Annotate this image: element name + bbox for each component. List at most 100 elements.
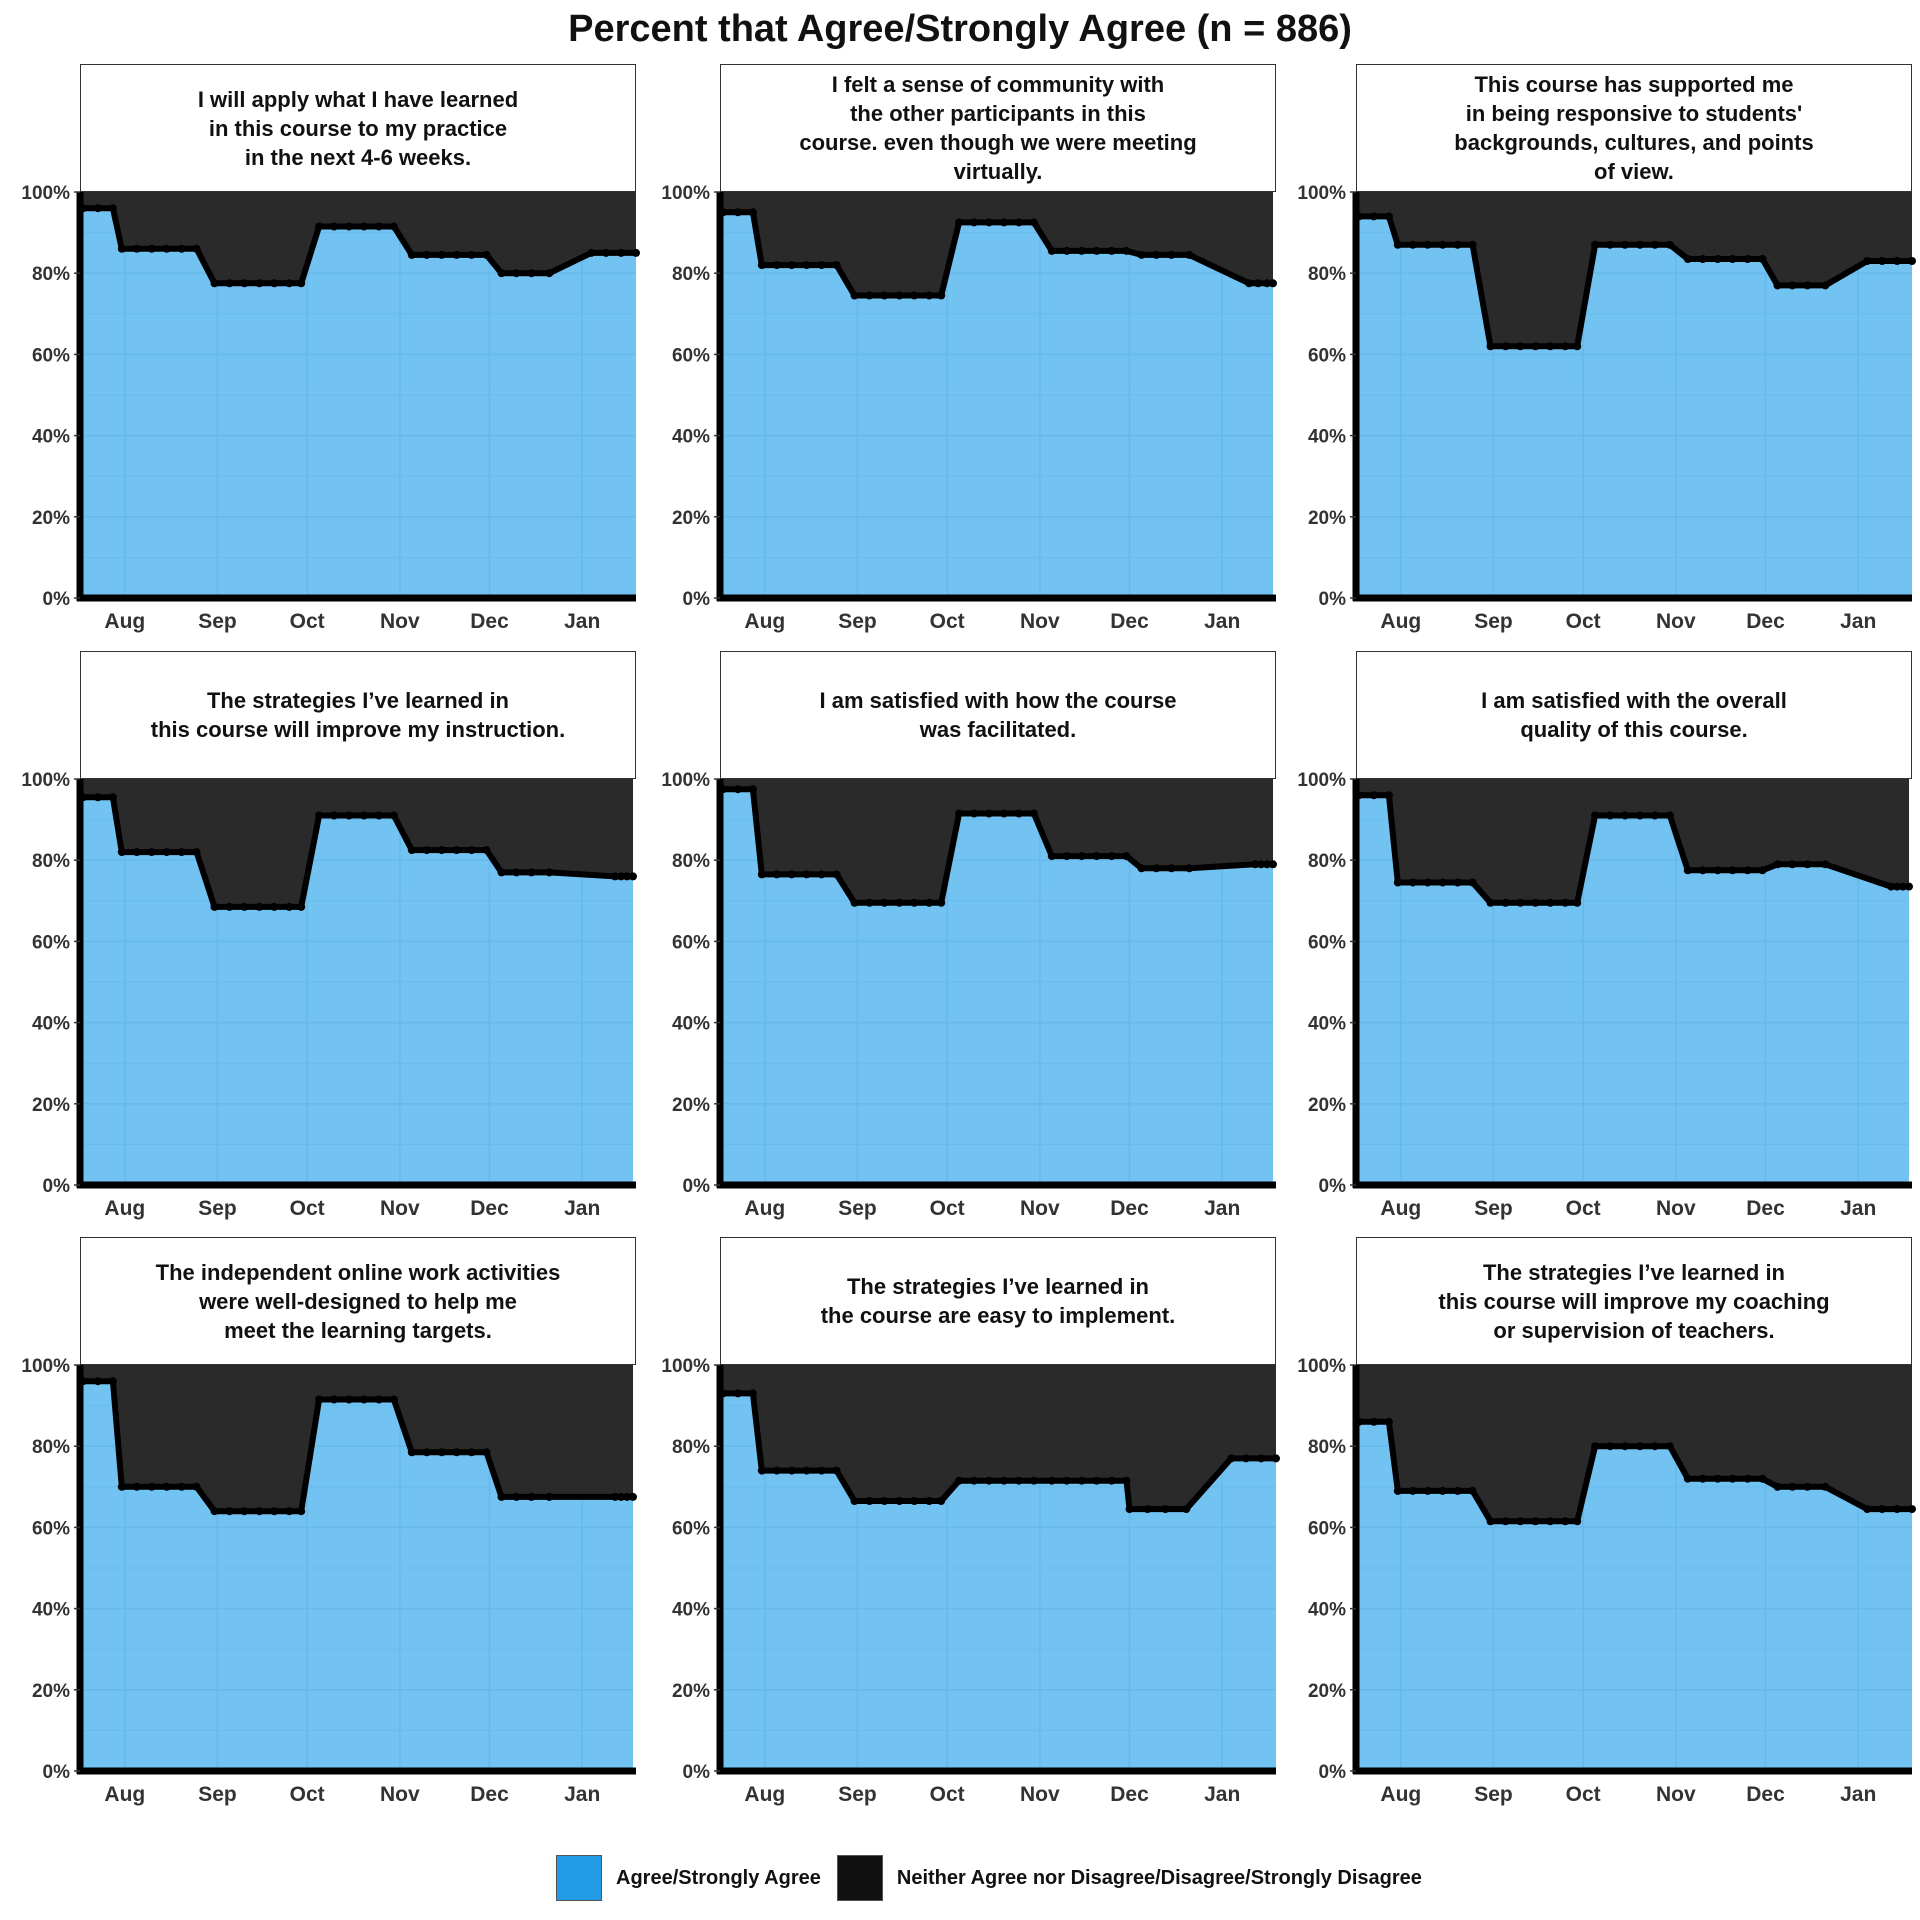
data-point [985, 1476, 993, 1485]
data-point [1167, 864, 1176, 873]
data-point [1728, 866, 1737, 875]
data-point [1468, 878, 1477, 887]
y-tick-label: 20% [1308, 508, 1346, 529]
data-point [177, 1482, 186, 1491]
data-point [482, 250, 491, 259]
data-point [482, 1448, 491, 1457]
x-tick-label: Nov [1656, 1783, 1696, 1806]
data-point [1438, 240, 1447, 249]
facet-title: The independent online work activities w… [80, 1237, 636, 1365]
data-point [787, 870, 796, 879]
y-tick-label: 100% [21, 183, 70, 204]
data-point [330, 1395, 339, 1404]
data-point [210, 1507, 219, 1516]
data-point [1167, 250, 1176, 259]
data-point [1000, 218, 1008, 227]
data-point [1728, 255, 1737, 263]
legend: Agree/Strongly Agree Neither Agree nor D… [556, 1854, 1438, 1902]
data-point [1773, 860, 1782, 869]
x-tick-label: Sep [198, 1197, 237, 1220]
data-point [270, 1507, 279, 1516]
data-point [407, 250, 416, 259]
y-tick-label: 0% [43, 1176, 71, 1197]
x-tick-label: Sep [198, 1783, 237, 1806]
data-point [1561, 898, 1570, 907]
data-point [748, 208, 757, 217]
data-point [1029, 218, 1038, 227]
data-point [970, 218, 979, 227]
data-point [1047, 1476, 1056, 1485]
data-point [1438, 1486, 1447, 1495]
data-point [587, 248, 596, 257]
facet-panel: I am satisfied with how the course was f… [661, 651, 1277, 1220]
x-tick-label: Dec [1746, 1197, 1785, 1220]
data-point [1573, 1517, 1582, 1526]
data-point [1893, 882, 1902, 891]
data-point [1743, 1474, 1752, 1483]
x-tick-label: Jan [564, 1783, 600, 1806]
data-point [93, 1377, 102, 1386]
y-tick-label: 40% [32, 427, 70, 448]
data-point [192, 244, 201, 253]
data-point [817, 261, 826, 270]
area-plot: 0% 20% 40% 60% 80% 100% Aug Sep Oct Nov Dec Jan [661, 770, 1277, 1220]
data-point [748, 785, 757, 794]
data-point [407, 846, 416, 855]
x-tick-label: Dec [470, 610, 509, 633]
data-point [1486, 342, 1495, 351]
x-tick-label: Oct [1566, 1197, 1601, 1220]
data-point [240, 279, 249, 288]
chart-title: Percent that Agree/Strongly Agree (n = 8… [568, 8, 1352, 50]
y-tick-label: 40% [672, 427, 710, 448]
y-tick-label: 80% [672, 851, 710, 872]
data-point [1728, 1474, 1737, 1483]
data-point [527, 1492, 536, 1501]
facet-panel: The strategies I’ve learned in this cour… [21, 651, 637, 1220]
data-point [132, 1482, 141, 1491]
y-tick-label: 60% [672, 1518, 710, 1539]
area-plot: 0% 20% 40% 60% 80% 100% Aug Sep Oct Nov Dec Jan [661, 183, 1277, 633]
x-tick-label: Aug [744, 1783, 785, 1806]
data-point [1863, 257, 1872, 265]
data-point [937, 291, 946, 300]
data-point [1185, 864, 1194, 873]
data-point [225, 1507, 234, 1516]
x-tick-label: Dec [1110, 610, 1149, 633]
data-point [407, 1448, 416, 1457]
data-point [1893, 257, 1902, 265]
x-tick-label: Aug [104, 1197, 145, 1220]
data-point [1546, 342, 1555, 351]
y-tick-label: 60% [672, 932, 710, 953]
data-point [1743, 866, 1752, 875]
y-tick-label: 40% [1308, 1014, 1346, 1035]
data-point [177, 244, 186, 253]
y-tick-label: 40% [1308, 1600, 1346, 1621]
data-point [1650, 811, 1659, 820]
data-point [880, 1497, 889, 1505]
data-point [1501, 342, 1510, 351]
no-data-region [633, 1365, 636, 1771]
data-point [1665, 1442, 1674, 1451]
y-tick-label: 100% [1297, 183, 1346, 204]
data-point [1561, 1517, 1570, 1526]
x-tick-label: Nov [1020, 1197, 1060, 1220]
y-tick-label: 80% [1308, 1437, 1346, 1458]
y-tick-label: 60% [1308, 932, 1346, 953]
data-point [225, 279, 234, 288]
data-point [1773, 1482, 1782, 1491]
data-point [512, 868, 521, 877]
data-point [285, 279, 294, 288]
data-point [1107, 1476, 1116, 1485]
x-tick-label: Nov [1020, 610, 1060, 633]
data-point [330, 811, 339, 820]
y-tick-label: 40% [32, 1014, 70, 1035]
x-tick-label: Sep [1474, 1197, 1513, 1220]
y-tick-label: 80% [672, 1437, 710, 1458]
data-point [93, 204, 102, 213]
data-point [147, 848, 156, 857]
data-point [1591, 811, 1600, 820]
data-point [1423, 240, 1432, 249]
area-plot: 0% 20% 40% 60% 80% 100% Aug Sep Oct Nov Dec Jan [661, 1356, 1280, 1806]
y-tick-label: 0% [43, 589, 71, 610]
data-point [757, 1466, 766, 1475]
